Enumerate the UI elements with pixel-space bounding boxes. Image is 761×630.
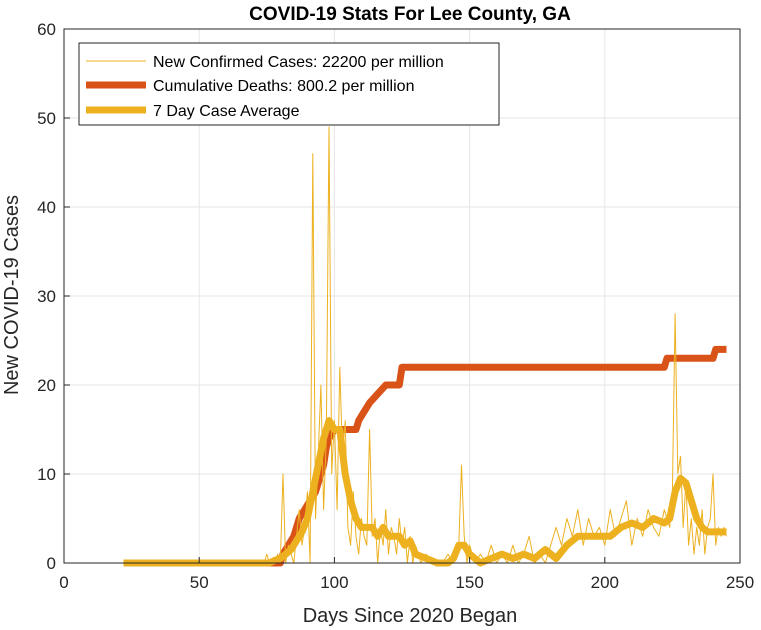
y-tick-label: 60 (37, 20, 56, 39)
x-tick-label: 250 (726, 573, 754, 592)
legend-box (78, 42, 500, 126)
series-layer (123, 126, 727, 567)
y-tick-label: 40 (37, 198, 56, 217)
y-axis-label: New COVID-19 Cases (1, 195, 23, 395)
x-axis-label: Days Since 2020 Began (303, 605, 518, 627)
x-tick-label: 50 (190, 573, 209, 592)
x-tick-label: 200 (591, 573, 619, 592)
x-tick-label: 100 (320, 573, 348, 592)
tick-marks (63, 28, 741, 564)
y-tick-label: 30 (37, 287, 56, 306)
y-tick-label: 10 (37, 465, 56, 484)
x-tick-labels: 0 50 100 150 200 250 (59, 573, 754, 592)
y-tick-labels: 0 10 20 30 40 50 60 (37, 20, 56, 573)
series-line-2 (123, 417, 727, 567)
chart-title: COVID-19 Stats For Lee County, GA (249, 4, 571, 25)
y-tick-label: 0 (47, 554, 56, 573)
x-tick-label: 0 (59, 573, 68, 592)
y-tick-label: 20 (37, 376, 56, 395)
legend: New Confirmed Cases: 22200 per million C… (78, 42, 500, 126)
y-tick-label: 50 (37, 109, 56, 128)
legend-label-cumulative-deaths: Cumulative Deaths: 800.2 per million (153, 78, 414, 95)
series-line-0 (123, 126, 727, 564)
legend-label-7-day-average: 7 Day Case Average (153, 103, 300, 120)
legend-label-new-cases: New Confirmed Cases: 22200 per million (153, 54, 444, 71)
series-line-1 (123, 345, 727, 567)
x-tick-label: 150 (455, 573, 483, 592)
